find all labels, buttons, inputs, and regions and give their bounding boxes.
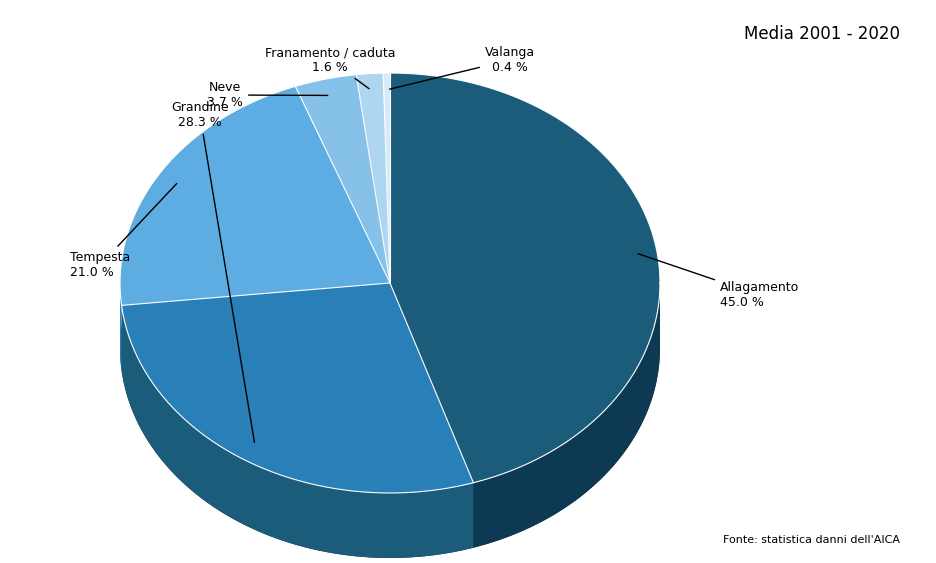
- Polygon shape: [357, 73, 390, 283]
- Text: Media 2001 - 2020: Media 2001 - 2020: [744, 25, 900, 43]
- Text: Fonte: statistica danni dell'AICA: Fonte: statistica danni dell'AICA: [723, 535, 900, 545]
- Polygon shape: [122, 283, 474, 493]
- Text: Grandine
28.3 %: Grandine 28.3 %: [171, 101, 255, 443]
- Polygon shape: [120, 287, 122, 370]
- Polygon shape: [474, 285, 660, 548]
- Text: Valanga
0.4 %: Valanga 0.4 %: [389, 46, 535, 89]
- Polygon shape: [120, 86, 390, 305]
- Text: Tempesta
21.0 %: Tempesta 21.0 %: [70, 184, 177, 279]
- Ellipse shape: [120, 138, 660, 558]
- Text: Franamento / caduta
1.6 %: Franamento / caduta 1.6 %: [265, 46, 395, 89]
- Polygon shape: [383, 73, 390, 283]
- Text: Allagamento
45.0 %: Allagamento 45.0 %: [638, 254, 799, 309]
- Polygon shape: [390, 73, 660, 482]
- Text: Neve
3.7 %: Neve 3.7 %: [207, 81, 328, 109]
- Polygon shape: [122, 305, 474, 558]
- Polygon shape: [296, 75, 390, 283]
